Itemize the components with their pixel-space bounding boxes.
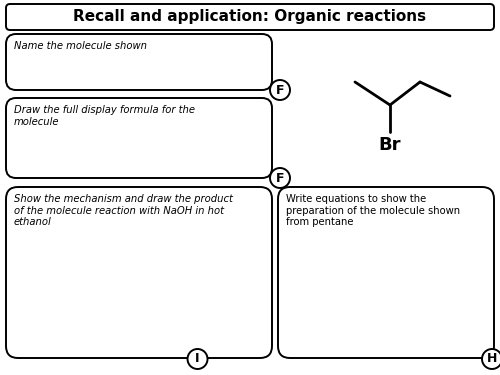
Text: I: I bbox=[196, 352, 200, 366]
FancyBboxPatch shape bbox=[6, 4, 494, 30]
Circle shape bbox=[270, 80, 290, 100]
Circle shape bbox=[482, 349, 500, 369]
Text: F: F bbox=[276, 84, 284, 96]
Circle shape bbox=[188, 349, 208, 369]
Circle shape bbox=[270, 168, 290, 188]
Text: Name the molecule shown: Name the molecule shown bbox=[14, 41, 147, 51]
Text: Recall and application: Organic reactions: Recall and application: Organic reaction… bbox=[74, 9, 426, 24]
Text: Draw the full display formula for the
molecule: Draw the full display formula for the mo… bbox=[14, 105, 195, 127]
Text: Write equations to show the
preparation of the molecule shown
from pentane: Write equations to show the preparation … bbox=[286, 194, 460, 227]
FancyBboxPatch shape bbox=[6, 98, 272, 178]
Text: F: F bbox=[276, 171, 284, 184]
FancyBboxPatch shape bbox=[6, 34, 272, 90]
Text: Show the mechanism and draw the product
of the molecule reaction with NaOH in ho: Show the mechanism and draw the product … bbox=[14, 194, 233, 227]
FancyBboxPatch shape bbox=[6, 187, 272, 358]
Text: Br: Br bbox=[379, 136, 401, 154]
Text: H: H bbox=[487, 352, 497, 366]
FancyBboxPatch shape bbox=[278, 187, 494, 358]
